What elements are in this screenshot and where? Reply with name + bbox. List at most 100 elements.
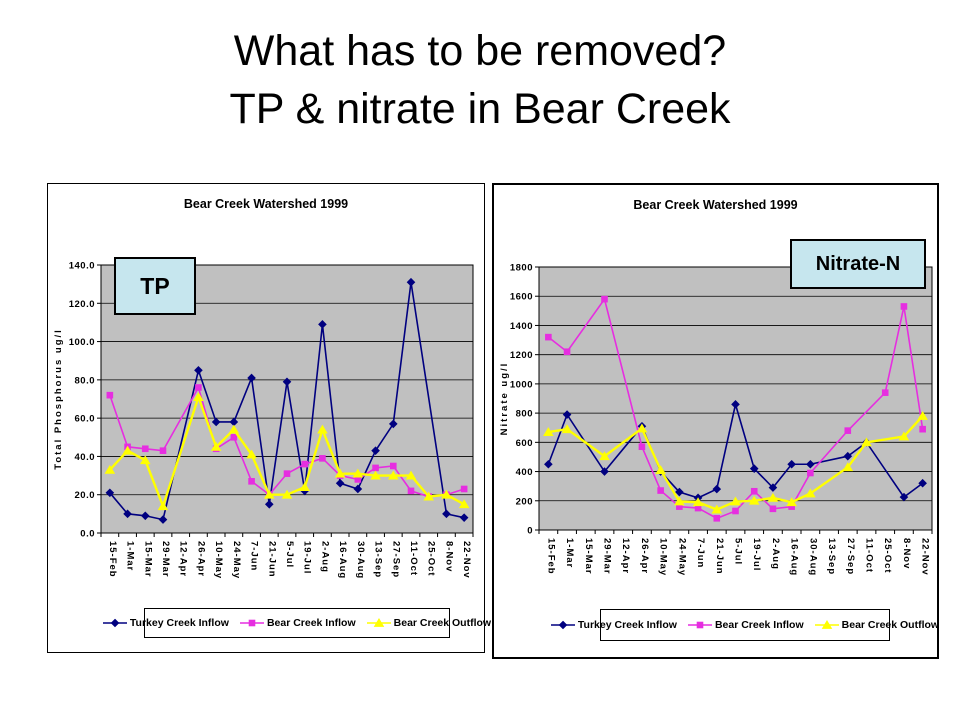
data-point-marker [562, 410, 572, 419]
x-tick-label: 24-May [676, 538, 687, 576]
data-point-marker [696, 621, 704, 629]
data-point-marker [748, 495, 760, 505]
legend-item: Bear Creek Outflow [814, 619, 939, 631]
data-point-marker [807, 469, 814, 477]
data-point-marker [406, 277, 416, 287]
data-point-marker [264, 489, 275, 499]
data-point-marker [159, 447, 167, 454]
data-point-marker [334, 468, 346, 478]
x-tick-label: 30-Aug [807, 538, 818, 576]
data-point-marker [767, 492, 779, 502]
data-point-marker [657, 487, 664, 494]
data-point-marker [732, 507, 739, 515]
data-point-marker [228, 424, 240, 434]
data-point-marker [543, 427, 554, 437]
legend-label: Turkey Creek Inflow [577, 619, 677, 631]
x-tick-label: 5-Jul [733, 538, 744, 565]
data-point-marker [711, 504, 723, 514]
data-point-marker [881, 389, 889, 396]
x-tick-label: 1-Mar [125, 541, 136, 571]
data-point-marker [388, 470, 399, 480]
data-point-marker [370, 470, 381, 480]
data-point-marker [371, 446, 380, 455]
legend-item: Bear Creek Inflow [687, 619, 804, 631]
data-point-marker [544, 459, 553, 469]
data-point-marker [318, 320, 327, 329]
slide-title-line-1: What has to be removed? [233, 27, 727, 75]
x-tick-label: 29-Mar [602, 538, 613, 575]
x-tick-label: 29-Mar [160, 541, 171, 578]
data-point-marker [122, 445, 133, 455]
y-tick-label: 80.0 [75, 375, 96, 386]
data-point-marker [211, 417, 221, 427]
y-tick-label: 1200 [510, 350, 533, 361]
data-point-marker [636, 423, 648, 433]
data-point-marker [842, 462, 854, 472]
data-point-marker [459, 513, 469, 522]
nitrate-chart-title: Bear Creek Watershed 1999 [633, 198, 798, 212]
diamond-marker-icon [550, 620, 575, 630]
tp-chart-title: Bear Creek Watershed 1999 [183, 197, 349, 211]
data-point-marker [442, 509, 451, 519]
data-point-marker [919, 425, 926, 433]
data-point-marker [246, 449, 257, 459]
x-tick-label: 10-May [213, 541, 224, 579]
x-tick-label: 8-Nov [901, 538, 912, 569]
x-tick-label: 19-Jul [302, 541, 313, 574]
y-tick-label: 0 [527, 526, 533, 537]
data-point-marker [843, 451, 853, 461]
data-point-marker [713, 515, 721, 522]
legend-item: Bear Creek Inflow [239, 617, 356, 629]
x-tick-label: 13-Sep [373, 541, 384, 578]
data-point-marker [563, 348, 571, 356]
data-point-marker [558, 620, 568, 630]
data-point-marker [104, 464, 116, 474]
legend-item: Turkey Creek Inflow [550, 619, 677, 631]
data-point-marker [861, 437, 872, 447]
x-tick-label: 10-May [658, 538, 669, 576]
data-point-marker [600, 467, 609, 476]
legend-label: Bear Creek Inflow [266, 617, 356, 629]
data-point-marker [319, 455, 326, 462]
x-tick-label: 27-Sep [845, 538, 856, 575]
data-point-marker [768, 483, 778, 492]
data-point-marker [460, 485, 468, 493]
data-point-marker [372, 464, 379, 472]
y-tick-label: 0.0 [80, 529, 95, 540]
x-tick-label: 1-Mar [564, 538, 575, 568]
data-point-marker [193, 392, 204, 401]
data-point-marker [561, 424, 573, 434]
nitrate-chart-legend: Turkey Creek Inflow Bear Creek Inflow Bear… [550, 609, 939, 641]
y-tick-label: 120.0 [69, 299, 95, 310]
nitrate-n-label-box: Nitrate-N [790, 239, 926, 289]
data-point-marker [749, 464, 759, 473]
series-bear-creek-outflow [543, 411, 928, 514]
y-tick-label: 200 [516, 496, 533, 507]
y-tick-label: 800 [516, 409, 533, 420]
data-point-marker [898, 431, 910, 441]
y-tick-label: 20.0 [75, 490, 96, 501]
tp-chart: Bear Creek Watershed 1999 0.0 20.0 40.0 60.… [47, 183, 491, 653]
series-bear-creek-outflow [104, 392, 470, 511]
slide-title: What has to be removed? TP & nitrate in … [0, 22, 960, 138]
triangle-marker-icon [814, 620, 839, 629]
data-point-marker [405, 470, 417, 480]
x-tick-label: 7-Jun [695, 538, 706, 568]
x-tick-label: 27-Sep [390, 541, 401, 578]
data-point-marker [730, 496, 741, 506]
data-point-marker [123, 509, 132, 519]
data-point-marker [194, 365, 203, 375]
data-point-marker [900, 303, 908, 310]
data-point-marker [230, 433, 238, 441]
x-tick-label: 15-Feb [107, 541, 118, 578]
legend-label: Turkey Creek Inflow [129, 617, 229, 629]
data-point-marker [247, 373, 256, 383]
slide-title-line-2: TP & nitrate in Bear Creek [229, 85, 731, 133]
x-tick-label: 16-Aug [337, 541, 348, 579]
data-point-marker [210, 441, 222, 451]
data-point-marker [458, 499, 470, 509]
y-tick-label: 100.0 [69, 337, 95, 348]
x-tick-label: 19-Jul [751, 538, 762, 571]
x-tick-label: 7-Jun [249, 541, 260, 571]
data-point-marker [353, 484, 363, 494]
